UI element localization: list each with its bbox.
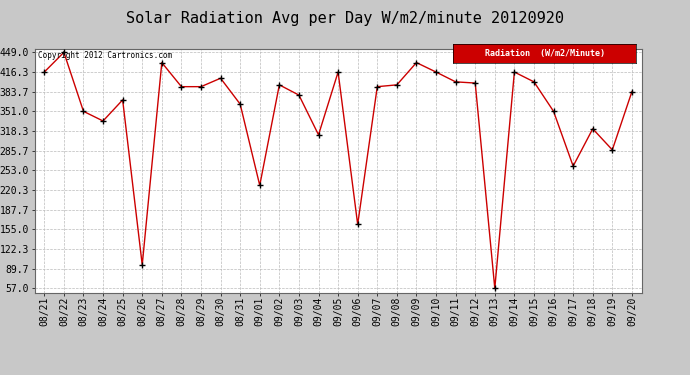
Text: Copyright 2012 Cartronics.com: Copyright 2012 Cartronics.com: [37, 51, 172, 60]
Text: Solar Radiation Avg per Day W/m2/minute 20120920: Solar Radiation Avg per Day W/m2/minute …: [126, 11, 564, 26]
